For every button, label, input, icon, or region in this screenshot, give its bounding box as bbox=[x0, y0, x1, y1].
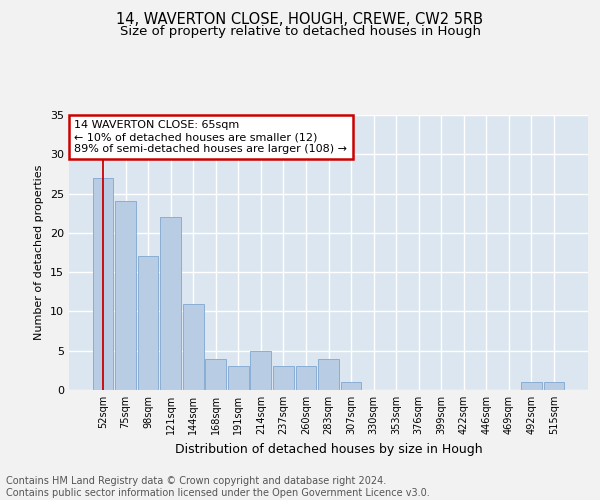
Bar bbox=[160, 217, 181, 390]
Text: 14, WAVERTON CLOSE, HOUGH, CREWE, CW2 5RB: 14, WAVERTON CLOSE, HOUGH, CREWE, CW2 5R… bbox=[116, 12, 484, 28]
Bar bbox=[273, 366, 294, 390]
Bar bbox=[341, 382, 361, 390]
Bar bbox=[521, 382, 542, 390]
Text: Size of property relative to detached houses in Hough: Size of property relative to detached ho… bbox=[119, 25, 481, 38]
Text: 14 WAVERTON CLOSE: 65sqm
← 10% of detached houses are smaller (12)
89% of semi-d: 14 WAVERTON CLOSE: 65sqm ← 10% of detach… bbox=[74, 120, 347, 154]
Bar bbox=[92, 178, 113, 390]
Bar bbox=[137, 256, 158, 390]
Bar bbox=[250, 350, 271, 390]
Text: Contains HM Land Registry data © Crown copyright and database right 2024.
Contai: Contains HM Land Registry data © Crown c… bbox=[6, 476, 430, 498]
X-axis label: Distribution of detached houses by size in Hough: Distribution of detached houses by size … bbox=[175, 442, 482, 456]
Bar bbox=[183, 304, 203, 390]
Bar bbox=[228, 366, 248, 390]
Bar bbox=[296, 366, 316, 390]
Bar bbox=[115, 202, 136, 390]
Y-axis label: Number of detached properties: Number of detached properties bbox=[34, 165, 44, 340]
Bar bbox=[318, 358, 339, 390]
Bar bbox=[544, 382, 565, 390]
Bar bbox=[205, 358, 226, 390]
